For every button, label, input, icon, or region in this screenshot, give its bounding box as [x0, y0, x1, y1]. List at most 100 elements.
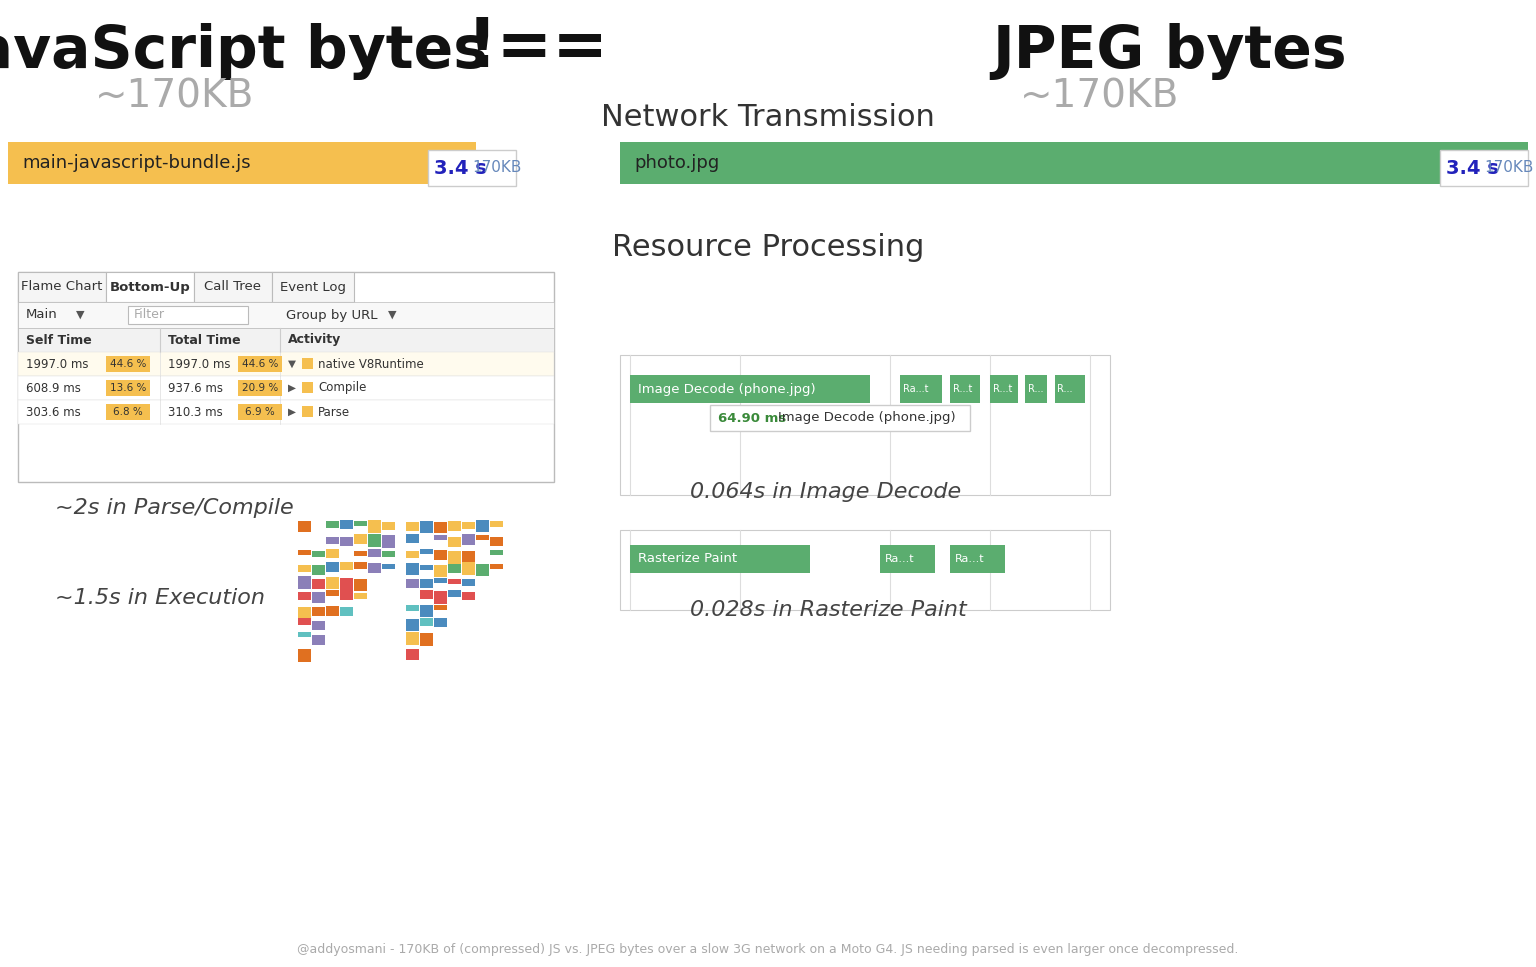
Bar — [339, 562, 353, 570]
Bar — [106, 272, 194, 302]
Bar — [476, 520, 488, 532]
Text: 303.6 ms: 303.6 ms — [26, 405, 81, 419]
Text: ▶: ▶ — [289, 383, 296, 393]
Bar — [18, 328, 554, 352]
Text: Call Tree: Call Tree — [204, 280, 261, 294]
Bar — [272, 272, 353, 302]
Bar — [339, 591, 353, 600]
Bar — [298, 592, 310, 600]
Bar — [353, 562, 367, 569]
Text: R...t: R...t — [992, 384, 1012, 394]
Bar — [449, 551, 461, 564]
Text: R...t: R...t — [952, 384, 972, 394]
Bar — [312, 607, 326, 616]
Bar — [326, 521, 339, 528]
Bar — [429, 150, 516, 186]
Text: Resource Processing: Resource Processing — [611, 233, 925, 262]
Bar — [312, 635, 326, 645]
Bar — [238, 380, 283, 396]
Text: 3.4 s: 3.4 s — [1445, 159, 1499, 178]
Text: Ra...t: Ra...t — [903, 384, 928, 394]
Bar — [298, 565, 310, 572]
Text: 937.6 ms: 937.6 ms — [167, 382, 223, 395]
Bar — [18, 400, 554, 424]
Text: ~2s in Parse/Compile: ~2s in Parse/Compile — [55, 498, 293, 518]
Bar — [630, 375, 869, 403]
Text: ~170KB: ~170KB — [1020, 78, 1180, 116]
Bar — [462, 579, 475, 586]
Bar — [298, 576, 310, 589]
Text: 6.9 %: 6.9 % — [246, 407, 275, 417]
Text: Image Decode (phone.jpg): Image Decode (phone.jpg) — [779, 412, 955, 425]
Bar — [8, 142, 476, 184]
Text: !==: !== — [467, 15, 608, 81]
Bar — [303, 382, 313, 393]
Bar — [326, 549, 339, 558]
Bar — [406, 563, 419, 575]
Bar — [462, 551, 475, 564]
Text: Activity: Activity — [289, 334, 341, 346]
Text: ▶: ▶ — [289, 407, 296, 417]
Text: photo.jpg: photo.jpg — [634, 154, 719, 172]
Bar — [449, 521, 461, 531]
Bar — [406, 522, 419, 531]
Bar — [312, 592, 326, 603]
Text: 13.6 %: 13.6 % — [109, 383, 146, 393]
Bar — [106, 404, 151, 420]
Text: ▼: ▼ — [75, 310, 84, 320]
Bar — [621, 530, 1111, 610]
Text: native V8Runtime: native V8Runtime — [318, 358, 424, 370]
Bar — [435, 565, 447, 577]
Text: 1997.0 ms: 1997.0 ms — [26, 358, 89, 370]
Bar — [462, 522, 475, 529]
Text: Event Log: Event Log — [280, 280, 346, 294]
Bar — [449, 564, 461, 573]
Bar — [490, 521, 502, 527]
Bar — [298, 632, 310, 637]
Bar — [419, 618, 433, 626]
Text: 0.064s in Image Decode: 0.064s in Image Decode — [690, 482, 962, 502]
Bar — [476, 564, 488, 576]
Bar — [900, 375, 942, 403]
Text: ~170KB: ~170KB — [95, 78, 255, 116]
Bar — [435, 591, 447, 604]
Text: ▼: ▼ — [389, 310, 396, 320]
Bar — [312, 621, 326, 630]
Bar — [710, 405, 971, 431]
Bar — [435, 578, 447, 583]
Bar — [194, 272, 272, 302]
Text: Ra...t: Ra...t — [885, 554, 914, 564]
Bar — [419, 590, 433, 599]
Bar — [462, 592, 475, 600]
Bar — [127, 306, 247, 324]
Bar — [1025, 375, 1048, 403]
Text: ~1.5s in Execution: ~1.5s in Execution — [55, 588, 266, 608]
Text: 64.90 ms: 64.90 ms — [717, 412, 786, 425]
Bar — [106, 380, 151, 396]
Bar — [490, 537, 502, 546]
Bar — [406, 551, 419, 558]
Bar — [382, 535, 395, 548]
Bar — [490, 550, 502, 555]
Bar — [419, 565, 433, 570]
Bar — [238, 404, 283, 420]
Bar — [353, 534, 367, 544]
Text: Compile: Compile — [318, 382, 367, 395]
Bar — [18, 272, 554, 482]
Text: 44.6 %: 44.6 % — [241, 359, 278, 369]
Text: 6.8 %: 6.8 % — [114, 407, 143, 417]
Text: Filter: Filter — [134, 308, 164, 321]
Bar — [369, 563, 381, 573]
Bar — [449, 590, 461, 597]
Text: @addyosmani - 170KB of (compressed) JS vs. JPEG bytes over a slow 3G network on : @addyosmani - 170KB of (compressed) JS v… — [298, 944, 1238, 956]
Bar — [369, 549, 381, 557]
Bar — [298, 521, 310, 532]
Text: Image Decode (phone.jpg): Image Decode (phone.jpg) — [637, 383, 816, 396]
Bar — [353, 579, 367, 591]
Bar — [880, 545, 935, 573]
Bar — [462, 562, 475, 575]
Bar — [621, 355, 1111, 495]
Bar — [312, 565, 326, 575]
Text: 310.3 ms: 310.3 ms — [167, 405, 223, 419]
Text: main-javascript-bundle.js: main-javascript-bundle.js — [22, 154, 250, 172]
